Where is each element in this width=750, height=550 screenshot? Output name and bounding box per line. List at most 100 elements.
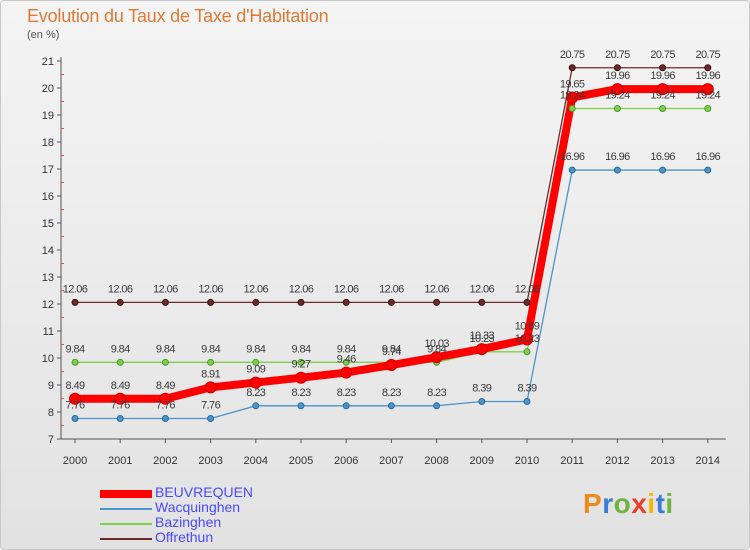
- data-label: 8.23: [427, 387, 446, 399]
- data-label: 12.06: [379, 283, 404, 295]
- data-point: [159, 392, 172, 405]
- data-point: [69, 392, 81, 405]
- legend-label: BEUVREQUEN: [155, 484, 254, 500]
- data-label: 9.09: [246, 364, 265, 376]
- legend-label: Offrethun: [155, 529, 214, 545]
- data-point: [613, 166, 621, 174]
- data-label: 19.24: [650, 90, 675, 102]
- x-tick-label: 2012: [605, 455, 629, 467]
- data-point: [568, 64, 576, 72]
- data-label: 9.84: [65, 343, 84, 355]
- y-tick-label: 19: [42, 110, 54, 122]
- data-point: [207, 298, 215, 306]
- x-tick-label: 2002: [153, 455, 177, 467]
- data-point: [430, 351, 443, 364]
- legend-swatch: [100, 538, 152, 540]
- data-point: [71, 298, 79, 306]
- logo-letter: o: [613, 488, 632, 519]
- data-point: [114, 392, 127, 405]
- data-point: [656, 83, 669, 96]
- data-point: [295, 371, 307, 384]
- data-label: 9.84: [337, 343, 356, 355]
- logo-letter: P: [583, 488, 603, 519]
- data-label: 12.06: [289, 283, 314, 295]
- x-tick-label: 2004: [244, 455, 268, 467]
- chart-subtitle: (en %): [27, 29, 60, 41]
- data-point: [475, 343, 488, 356]
- data-label: 8.23: [337, 387, 356, 399]
- data-label: 10.23: [470, 333, 495, 345]
- data-label: 19.24: [696, 90, 721, 102]
- data-point: [523, 298, 531, 306]
- logo-letter: x: [631, 488, 648, 519]
- y-tick-label: 20: [42, 83, 54, 95]
- data-point: [611, 83, 624, 96]
- data-label: 10.03: [424, 338, 449, 350]
- x-tick-label: 2005: [289, 455, 313, 467]
- data-point: [297, 402, 305, 410]
- data-point: [613, 105, 621, 113]
- data-label: 12.06: [334, 283, 359, 295]
- data-point: [297, 298, 305, 306]
- data-label: 9.84: [291, 343, 310, 355]
- data-label: 7.76: [111, 399, 130, 411]
- data-label: 10.33: [470, 330, 495, 342]
- y-tick-label: 15: [42, 218, 54, 230]
- data-label: 8.49: [111, 380, 130, 392]
- data-point: [659, 64, 667, 72]
- data-label: 19.24: [605, 90, 630, 102]
- proxiti-logo: Proxiti: [583, 488, 674, 520]
- y-tick-label: 13: [42, 272, 54, 284]
- data-point: [342, 298, 350, 306]
- data-label: 8.39: [517, 382, 536, 394]
- x-tick-label: 2000: [63, 455, 87, 467]
- data-point: [704, 64, 712, 72]
- data-point: [161, 298, 169, 306]
- legend-label: Wacquinghen: [155, 499, 241, 515]
- data-label: 8.23: [291, 387, 310, 399]
- data-label: 16.96: [560, 151, 585, 163]
- y-tick-label: 7: [48, 434, 54, 446]
- data-point: [521, 333, 533, 346]
- data-label: 7.76: [65, 399, 84, 411]
- chart-axes: 7 8 9 10 11 12 13 14 15 16 17 18 19 20 21 2000 2001 2002 2…: [42, 56, 726, 467]
- data-label: 10.23: [515, 333, 540, 345]
- data-point: [116, 414, 124, 422]
- data-point: [207, 414, 215, 422]
- y-tick-label: 14: [42, 245, 54, 257]
- y-tick-label: 9: [48, 380, 54, 392]
- data-label: 8.23: [382, 387, 401, 399]
- x-tick-label: 2003: [198, 455, 222, 467]
- data-point: [568, 105, 576, 113]
- data-point: [659, 166, 667, 174]
- series-points: [69, 64, 714, 422]
- data-label: 12.06: [108, 283, 133, 295]
- series-line-offrethun: [74, 67, 709, 304]
- data-label: 20.75: [605, 49, 630, 61]
- data-point: [568, 166, 576, 174]
- data-point: [342, 402, 350, 410]
- data-label: 9.74: [382, 346, 401, 358]
- y-tick-label: 11: [43, 326, 54, 338]
- data-point: [385, 359, 398, 372]
- data-label: 8.49: [156, 380, 175, 392]
- y-tick-label: 18: [42, 137, 54, 149]
- legend-label: Bazinghen: [155, 514, 222, 530]
- data-label: 8.91: [201, 368, 220, 380]
- x-tick-label: 2001: [108, 455, 132, 467]
- data-label: 12.06: [198, 283, 223, 295]
- data-label: 8.49: [65, 380, 84, 392]
- legend-item: Offrethun: [100, 529, 320, 546]
- data-label: 19.65: [560, 78, 585, 90]
- data-label: 9.84: [382, 343, 401, 355]
- data-label: 12.06: [470, 283, 495, 295]
- data-point: [523, 397, 531, 405]
- data-labels: 8.49 8.49 8.49 8.91 9.09 9.27 9.46 9.74 10.03 10.…: [63, 49, 721, 412]
- y-tick-label: 17: [42, 164, 54, 176]
- series-line-bazinghen: [74, 107, 709, 363]
- data-label: 16.96: [650, 151, 675, 163]
- logo-letter: r: [602, 488, 614, 519]
- data-label: 16.96: [605, 151, 630, 163]
- y-tick-label: 16: [42, 191, 54, 203]
- data-point: [704, 166, 712, 174]
